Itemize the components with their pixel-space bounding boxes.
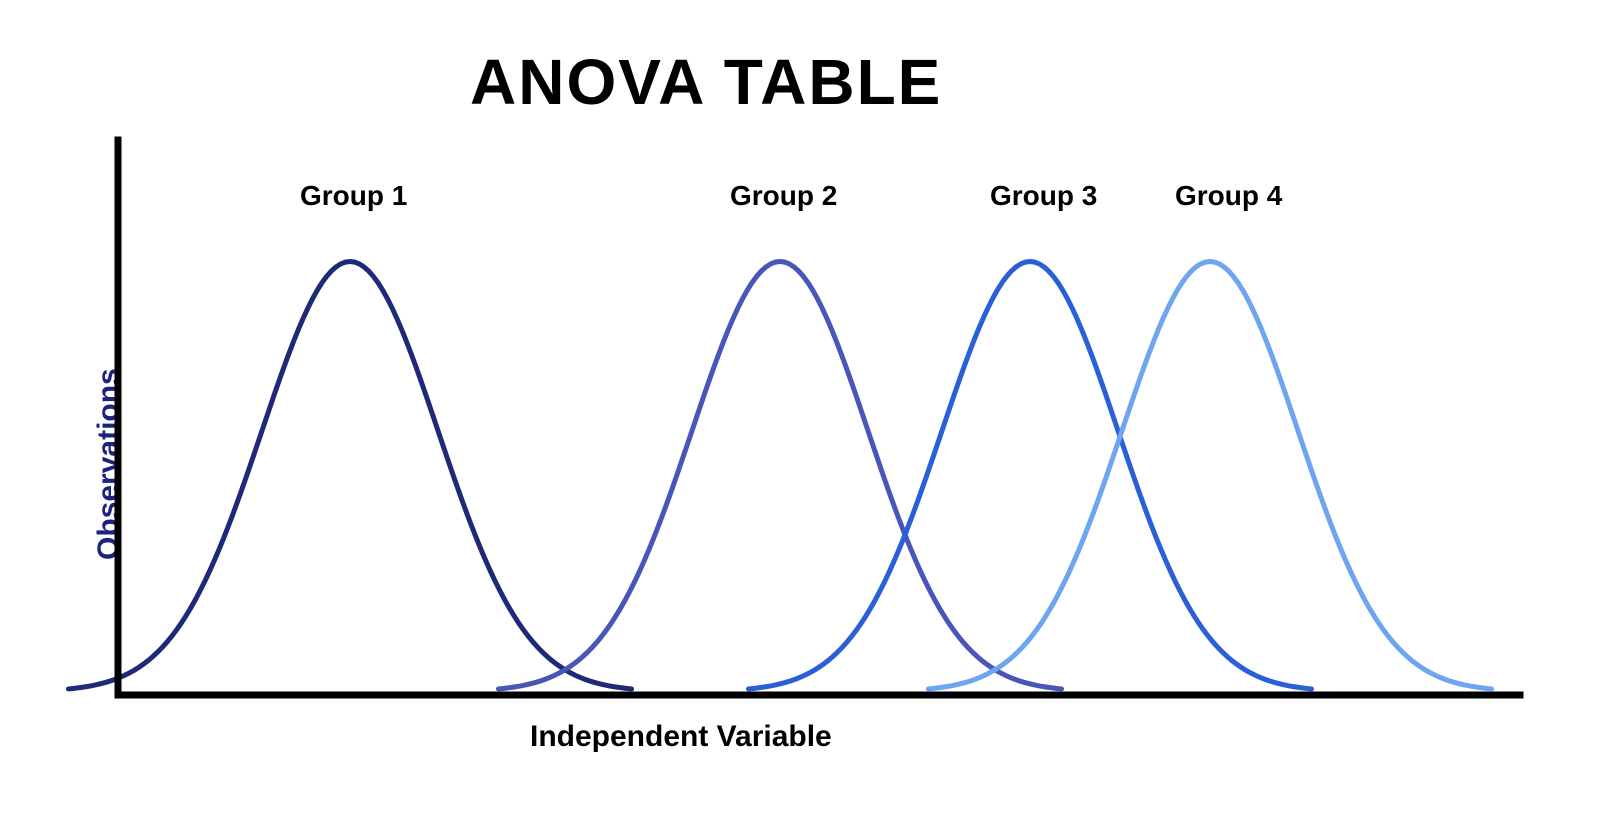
group-label-1: Group 1 xyxy=(300,180,407,212)
plot-svg xyxy=(0,0,1612,818)
curve-group-2 xyxy=(498,262,1061,689)
group-label-2: Group 2 xyxy=(730,180,837,212)
curves-group xyxy=(68,262,1491,689)
group-label-3: Group 3 xyxy=(990,180,1097,212)
curve-group-1 xyxy=(68,262,631,689)
axes-group xyxy=(118,140,1520,695)
group-label-4: Group 4 xyxy=(1175,180,1282,212)
curve-group-3 xyxy=(748,262,1311,689)
chart-container: ANOVA TABLE Observations Independent Var… xyxy=(0,0,1612,818)
curve-group-4 xyxy=(928,262,1491,689)
